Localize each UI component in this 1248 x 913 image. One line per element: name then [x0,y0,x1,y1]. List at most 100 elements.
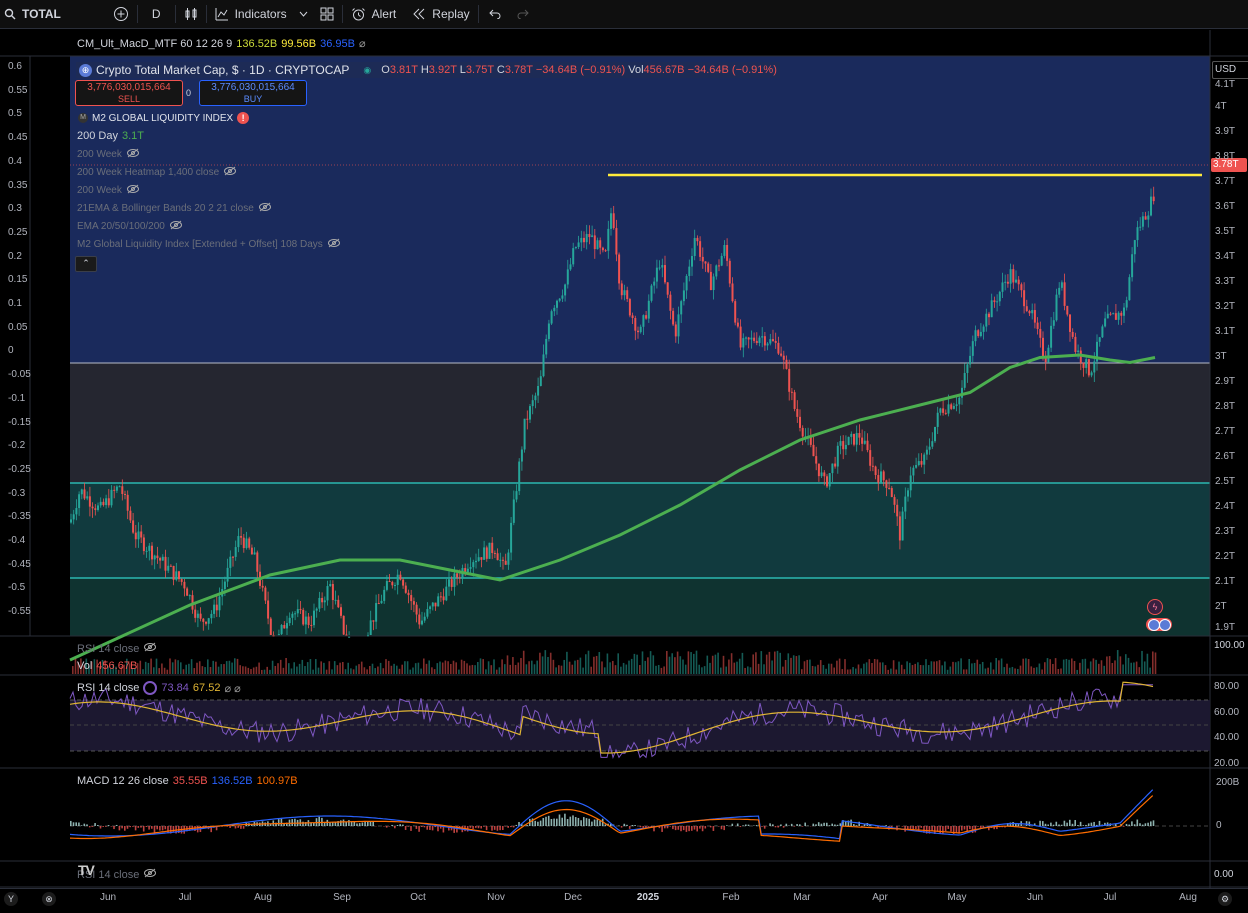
macd-histogram-bar [386,826,388,828]
candle-body [154,556,156,560]
volume-bar [496,670,498,674]
volume-bar [507,655,509,674]
candle-body [521,450,523,462]
candle-body [861,438,863,444]
eye-off-icon[interactable] [126,148,140,161]
sell-button[interactable]: 3,776,030,015,664 SELL [75,80,183,106]
macd-mtf-legend[interactable]: CM_Ult_MacD_MTF 60 12 26 9 136.52B 99.56… [77,37,366,50]
macd-histogram-bar [796,824,798,826]
day200-legend[interactable]: 200 Day 3.1T [77,130,144,142]
eye-off-icon[interactable] [223,166,237,179]
volume-bar [990,662,992,674]
m2-indicator-legend[interactable]: M M2 GLOBAL LIQUIDITY INDEX ! [78,112,249,124]
eye-off-icon[interactable] [143,868,157,881]
lightning-icon[interactable]: ϟ [1147,599,1163,615]
interval-button[interactable]: D [138,0,175,28]
macd-histogram-bar [499,826,501,830]
candle-body [961,388,963,398]
right-axis-label: 1.9T [1215,622,1235,633]
volume-bar [788,653,790,674]
rsi-legend[interactable]: RSI 14 close 73.84 67.52 ⌀ ⌀ [77,681,241,695]
macd-histogram-bar [553,819,555,826]
macd-legend[interactable]: MACD 12 26 close 35.55B 136.52B 100.97B [77,775,298,787]
volume-bar [545,650,547,674]
volume-bar [466,663,468,674]
volume-bar [377,667,379,674]
redo-button[interactable] [511,0,535,28]
candle-body [94,508,96,510]
indicator-legend-row[interactable]: M2 Global Liquidity Index [Extended + Of… [77,238,341,251]
eye-off-icon[interactable] [258,202,272,215]
go-back-icon[interactable]: ⊗ [42,892,56,906]
indicator-legend-row[interactable]: 200 Week Heatmap 1,400 close [77,166,237,179]
indicator-legend-row[interactable]: 200 Week [77,148,140,161]
volume-bar [307,662,309,674]
error-icon[interactable]: ! [237,112,249,124]
indicator-legend-row[interactable]: 21EMA & Bollinger Bands 20 2 21 close [77,202,272,215]
settings-icon[interactable]: ⚙ [1218,892,1232,906]
volume-bar [828,664,830,674]
volume-bar [963,669,965,674]
buy-button[interactable]: 3,776,030,015,664 BUY [199,80,307,106]
indicator-legend-row[interactable]: EMA 20/50/100/200 [77,220,183,233]
main-series-legend[interactable]: ⊕ Crypto Total Market Cap, $ · 1D · CRYP… [76,62,780,78]
currency-selector[interactable]: USD [1212,61,1248,79]
alert-button[interactable]: Alert [343,0,405,28]
eye-off-icon[interactable] [143,642,157,655]
y-axis-toggle[interactable]: Y [4,892,18,906]
macd-histogram-bar [235,826,237,828]
symbol-button[interactable]: TOTAL [0,0,69,28]
volume-bar [793,655,795,674]
volume-bar [283,668,285,674]
time-axis-label: May [948,892,967,903]
right-axis-label: 2.1T [1215,576,1235,587]
eye-off-icon[interactable] [327,238,341,251]
volume-bar [353,669,355,674]
macd-histogram-bar [73,822,75,826]
chart-canvas[interactable] [0,30,1248,888]
indicator-legend-row[interactable]: 200 Week [77,184,140,197]
volume-bar [1155,652,1157,674]
volume-bar [1071,658,1073,674]
candle-body [308,617,310,625]
candle-body [345,635,347,636]
sell-label: SELL [76,94,182,104]
indicators-button[interactable]: Indicators [207,0,295,28]
replay-button[interactable]: Replay [404,0,477,28]
volume-bar [272,661,274,674]
events-flags-icon[interactable] [1146,618,1172,631]
volume-rsi-legend[interactable]: RSI 14 close [77,642,157,655]
candle-body [578,242,580,247]
chart-area[interactable]: CM_Ult_MacD_MTF 60 12 26 9 136.52B 99.56… [0,30,1248,888]
macd-histogram-bar [1058,824,1060,826]
layout-button[interactable] [312,0,342,28]
macd-histogram-bar [764,826,766,829]
hidden-icon[interactable]: ⌀ [359,37,366,50]
volume-bar [453,661,455,674]
chart-type-button[interactable] [176,0,206,28]
candle-body [1137,227,1139,240]
market-status-icon: ◉ [363,65,371,76]
volume-bar [904,669,906,674]
macd-histogram-bar [680,826,682,831]
candle-body [645,315,647,318]
eye-off-icon[interactable] [126,184,140,197]
undo-button[interactable] [479,0,511,28]
volume-bar [1093,658,1095,674]
candle-body [232,557,234,558]
macd-hist-value: 35.55B [173,775,208,787]
volume-legend[interactable]: Vol 456.67B [77,660,137,672]
eye-off-icon[interactable] [169,220,183,233]
candle-body [213,605,215,614]
templates-dropdown[interactable] [295,0,312,28]
candle-body [148,546,150,551]
volume-bar [928,665,930,674]
search-icon [4,8,16,20]
right-axis-label: 3.2T [1215,301,1235,312]
compare-button[interactable] [105,0,137,28]
candle-body [1047,348,1049,362]
candle-body [129,511,131,521]
volume-bar [447,661,449,674]
macd-histogram-bar [478,826,480,828]
collapse-legend-button[interactable]: ⌃ [75,256,97,272]
